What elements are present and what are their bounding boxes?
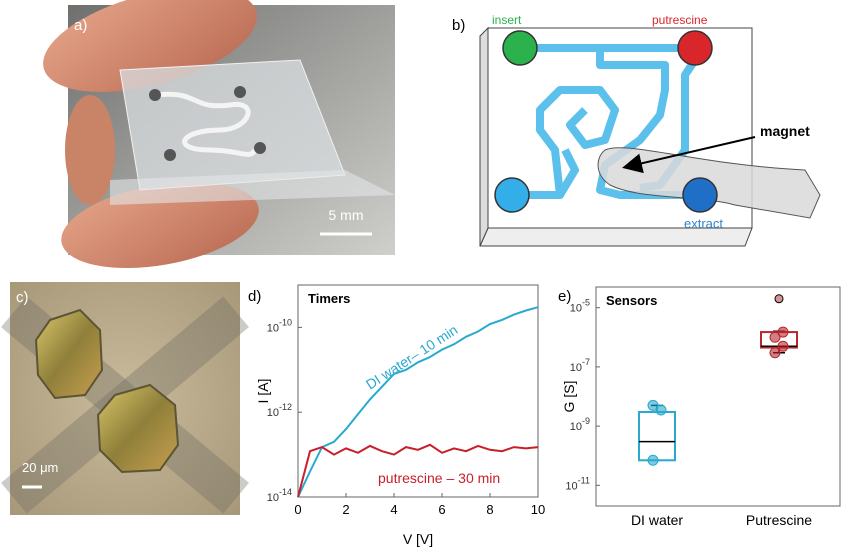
x-tick-label: 6 [438, 502, 445, 517]
diagram-b: b) insert putrescine extract magnet [452, 13, 820, 246]
x-tick-label: Putrescine [746, 512, 812, 528]
page: 5 mm a) b) insert putrescine extract mag… [0, 0, 850, 548]
y-axis-label: I [A] [255, 379, 271, 404]
plot-frame [596, 287, 840, 506]
magnet-label: magnet [760, 123, 810, 139]
annotation: DI water– 10 min [363, 321, 460, 392]
box [639, 412, 675, 460]
scale-label: 20 μm [22, 460, 58, 475]
x-tick-label: 10 [531, 502, 545, 517]
y-tick-label: 10-7 [570, 357, 590, 374]
scale-label: 5 mm [329, 207, 364, 223]
panel-label: c) [16, 289, 29, 306]
y-tick-label: 10-10 [267, 317, 292, 334]
figure: 5 mm a) b) insert putrescine extract mag… [0, 0, 850, 548]
y-tick-label: 10-14 [267, 487, 292, 504]
data-point [648, 400, 658, 410]
y-tick-label: 10-5 [570, 298, 590, 315]
x-tick-label: 8 [486, 502, 493, 517]
photo-c: 20 μm c) [1, 282, 249, 515]
data-point [778, 341, 788, 351]
inlet-label: putrescine [652, 13, 708, 27]
x-tick-label: 0 [294, 502, 301, 517]
y-axis-label: G [S] [561, 381, 577, 413]
panel-label: b) [452, 17, 465, 34]
outlet-label: extract [684, 216, 723, 231]
chart-title: Timers [308, 291, 350, 306]
plot-frame [298, 285, 538, 497]
x-axis-label: V [V] [403, 531, 433, 547]
series-line [298, 307, 538, 497]
photo-a: 5 mm a) [32, 0, 395, 282]
x-tick-label: 4 [390, 502, 397, 517]
x-tick-label: DI water [631, 512, 683, 528]
panel-label: a) [74, 17, 87, 34]
outlier [775, 295, 783, 303]
panel-label: d) [248, 288, 261, 305]
inlet-label: insert [492, 13, 522, 27]
annotation: putrescine – 30 min [378, 470, 500, 486]
data-point [778, 327, 788, 337]
chart-title: Sensors [606, 293, 657, 308]
data-point [648, 455, 658, 465]
x-tick-label: 2 [342, 502, 349, 517]
y-tick-label: 10-11 [565, 475, 590, 492]
y-tick-label: 10-12 [267, 402, 292, 419]
y-tick-label: 10-9 [570, 416, 590, 433]
